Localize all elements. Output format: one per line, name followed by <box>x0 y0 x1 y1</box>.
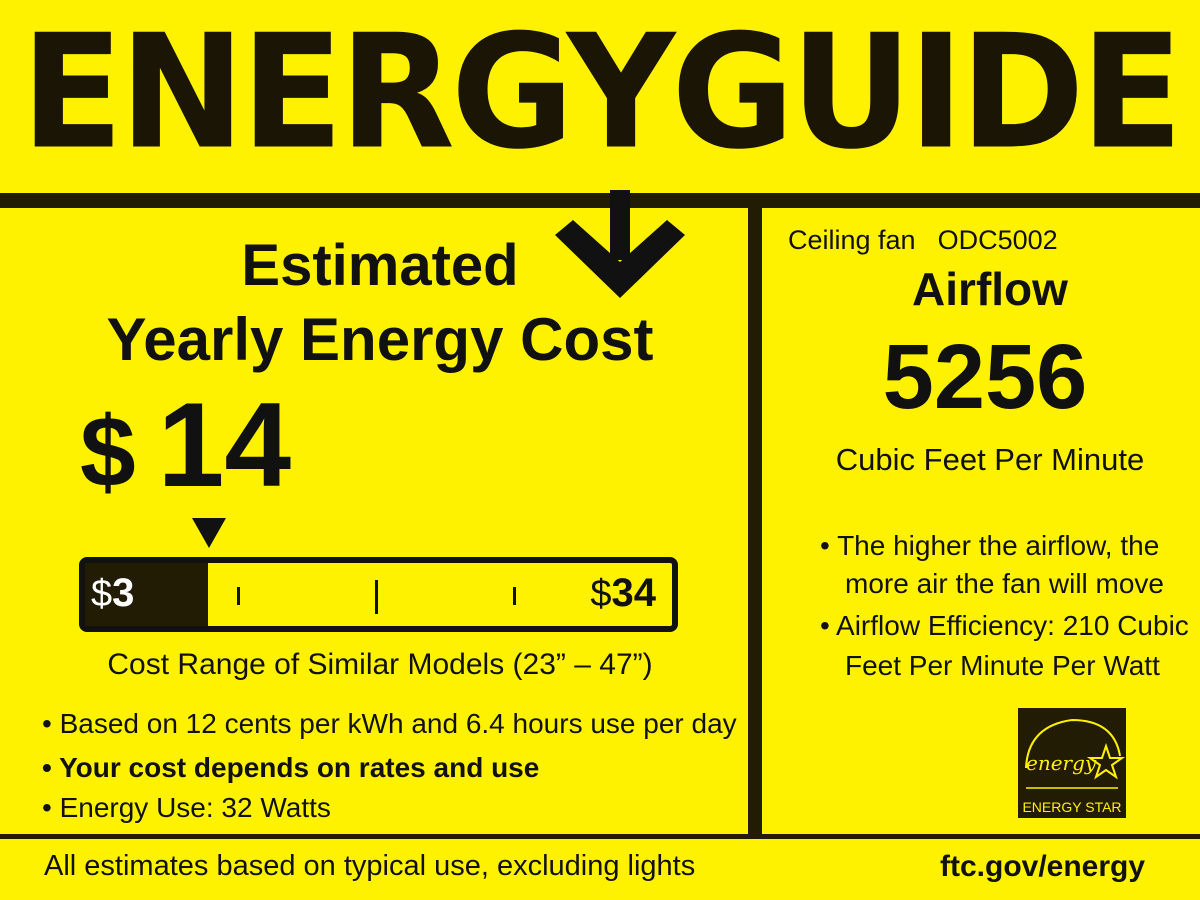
range-min: $3 <box>91 571 135 615</box>
cost-range-scale: $3 $34 <box>79 557 678 632</box>
top-divider <box>0 193 1200 208</box>
energy-star-icon: energy <box>1025 718 1126 789</box>
right-bullet: more air the fan will move <box>845 568 1165 599</box>
range-max: $34 <box>590 571 656 615</box>
right-bullet: Feet Per Minute Per Watt <box>845 650 1160 681</box>
bottom-divider <box>0 834 1200 839</box>
cost-value: 14 <box>157 378 292 512</box>
range-fill <box>85 563 208 626</box>
footer-url[interactable]: ftc.gov/energy <box>940 850 1146 883</box>
product-line: Ceiling fan ODC5002 <box>788 225 1058 256</box>
airflow-label: Airflow <box>912 263 1068 315</box>
vertical-divider <box>748 193 762 838</box>
energy-script: energy <box>1026 751 1097 775</box>
right-bullet: • The higher the airflow, the <box>820 530 1160 561</box>
yearly-cost-label: Yearly Energy Cost <box>106 306 654 373</box>
scale-tick <box>513 587 516 605</box>
bullet-energy-use: • Energy Use: 32 Watts <box>42 792 331 823</box>
product-type: Ceiling fan <box>788 225 916 255</box>
energy-star-logo: energy ENERGY STAR <box>1018 708 1126 818</box>
energy-star-label: ENERGY STAR <box>1022 799 1122 815</box>
range-caption: Cost Range of Similar Models (23” – 47”) <box>107 648 653 681</box>
bullet-depends: • Your cost depends on rates and use <box>42 752 540 783</box>
airflow-unit: Cubic Feet Per Minute <box>835 442 1145 477</box>
cost-marker-icon <box>192 518 226 548</box>
yearly-cost: $14 <box>80 385 291 505</box>
scale-tick <box>237 587 240 605</box>
airflow-value: 5256 <box>882 326 1088 428</box>
estimated-label: Estimated <box>241 233 519 298</box>
model-number: ODC5002 <box>937 225 1058 255</box>
bullet-rate: • Based on 12 cents per kWh and 6.4 hour… <box>42 708 737 739</box>
arrow-down-icon <box>555 190 685 298</box>
right-bullet: • Airflow Efficiency: 210 Cubic <box>820 610 1189 641</box>
cost-symbol: $ <box>80 396 136 508</box>
energyguide-title: ENERGYGUIDE <box>20 1 1183 185</box>
scale-tick <box>375 580 378 614</box>
footer-note: All estimates based on typical use, excl… <box>44 850 696 882</box>
